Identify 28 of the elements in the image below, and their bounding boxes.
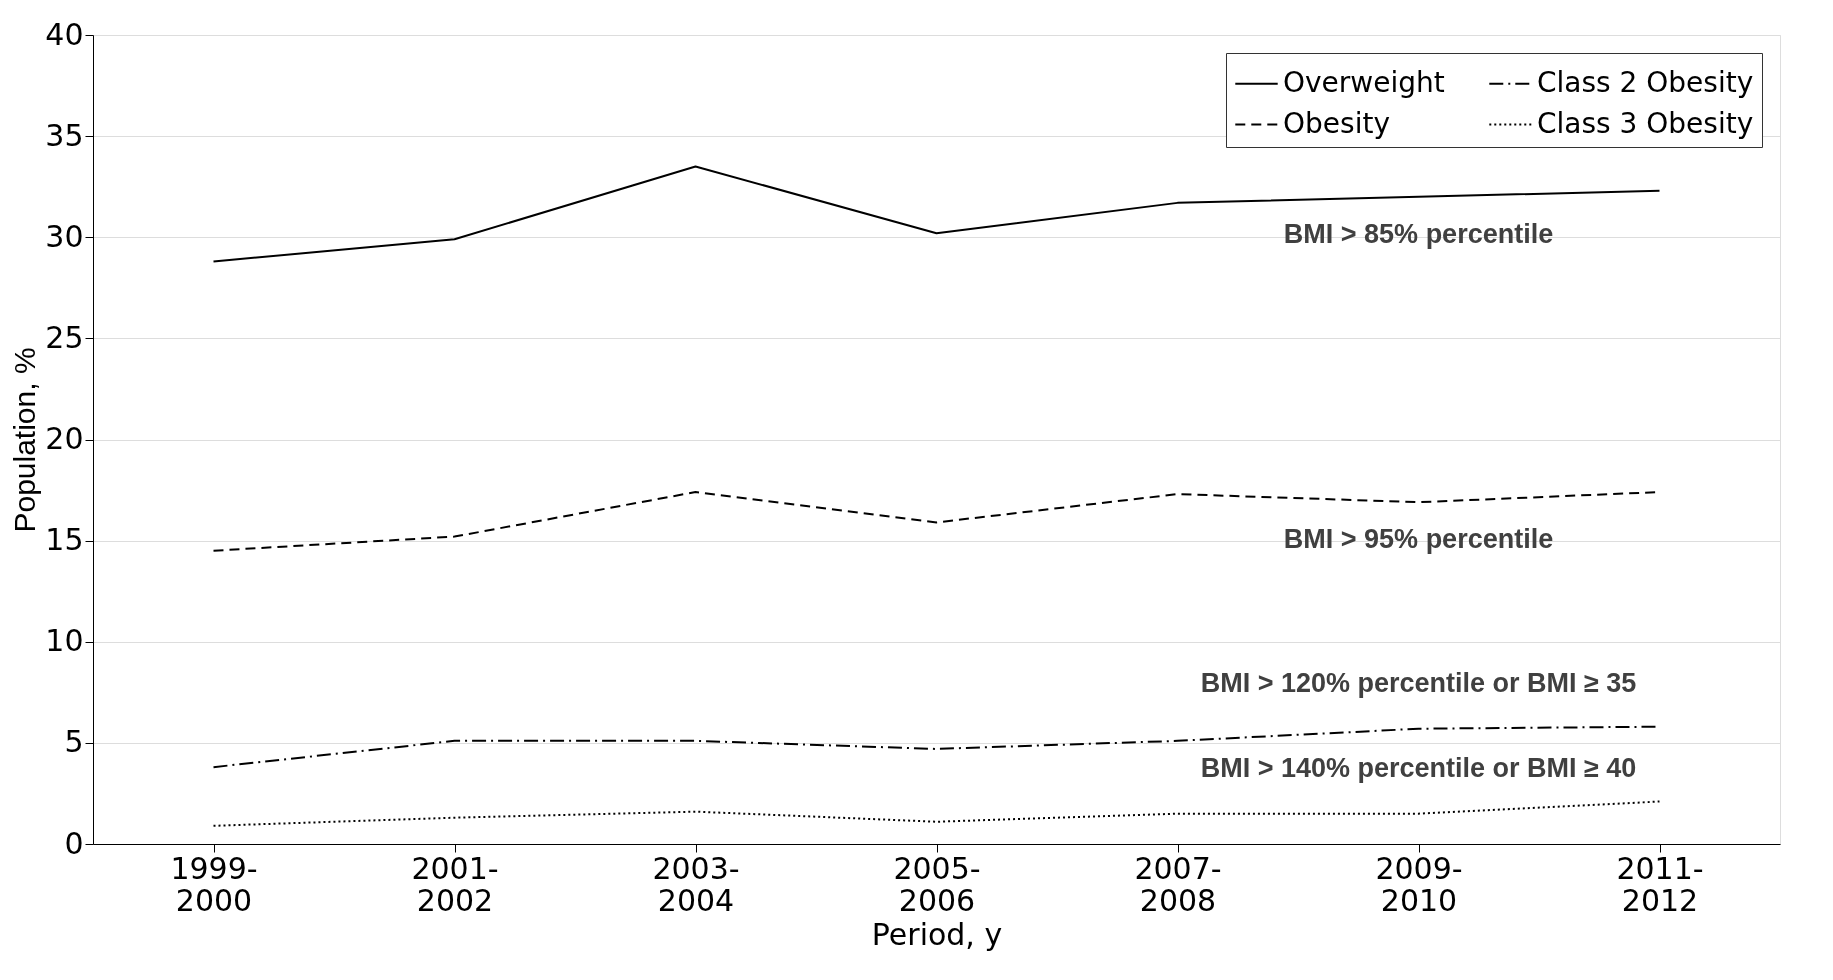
x-axis-title: Period, y <box>871 916 1003 952</box>
y-axis-title: Population, % <box>8 347 42 533</box>
line-series <box>212 800 1661 827</box>
x-tick-label: 2011-2012 <box>1616 850 1704 918</box>
y-tick-label: 5 <box>64 724 84 760</box>
x-tick-label: 2001-2002 <box>411 850 499 918</box>
y-tick-label: 30 <box>45 218 84 254</box>
y-tick-label: 20 <box>45 421 84 456</box>
y-tick-label: 25 <box>45 319 84 355</box>
legend-label: Class 3 Obesity <box>1537 106 1754 140</box>
y-tick-label: 15 <box>45 522 84 558</box>
annotation: BMI > 85% percentile <box>1283 218 1554 249</box>
x-tick-label: 2005-2006 <box>893 850 981 918</box>
annotation: BMI > 140% percentile or BMI ≥ 40 <box>1200 752 1637 783</box>
y-tick-label: 10 <box>45 623 84 659</box>
legend-label: Obesity <box>1283 106 1390 140</box>
y-tick-label: 0 <box>64 825 84 861</box>
y-tick-label: 40 <box>45 16 84 52</box>
legend-label: Overweight <box>1283 65 1445 99</box>
x-tick-label: 2009-2010 <box>1375 850 1463 918</box>
x-tick-label: 1999-2000 <box>170 850 258 918</box>
x-tick-label: 2007-2008 <box>1134 850 1222 918</box>
y-tick-label: 35 <box>45 117 84 153</box>
annotation: BMI > 95% percentile <box>1283 524 1554 555</box>
legend-label: Class 2 Obesity <box>1537 65 1754 99</box>
annotation: BMI > 120% percentile or BMI ≥ 35 <box>1200 667 1637 698</box>
x-tick-label: 2003-2004 <box>652 850 740 918</box>
line-series <box>212 165 1661 263</box>
